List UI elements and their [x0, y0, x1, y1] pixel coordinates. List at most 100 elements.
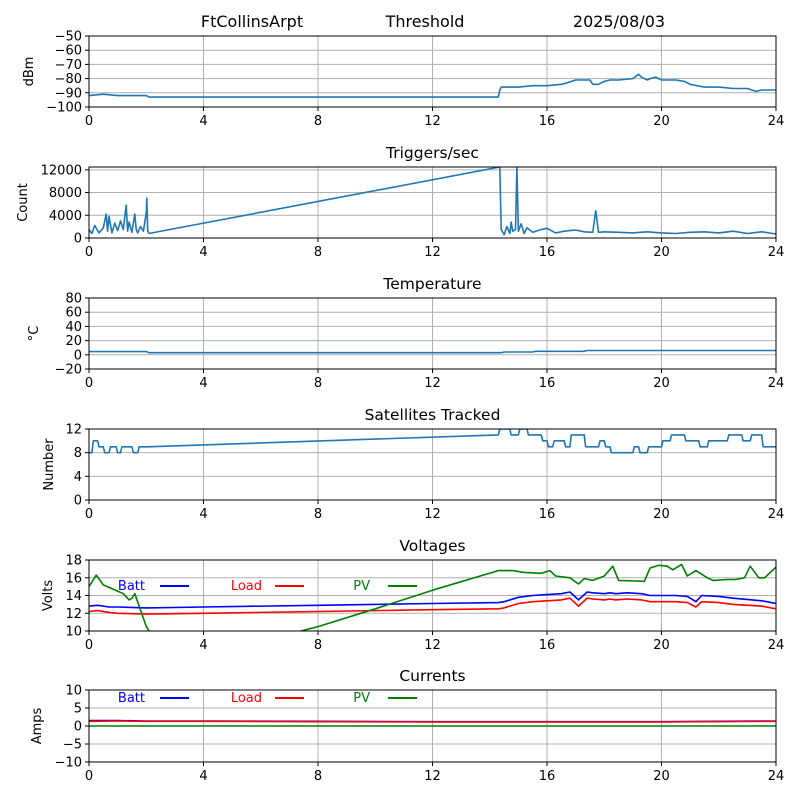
- y-tick-label: −20: [55, 363, 82, 378]
- series-line: [89, 429, 776, 454]
- chart-panel: 0 4 8 12 16 20 24 18 16 14 12 10 Voltages Volts Batt Lo…: [41, 537, 785, 653]
- x-tick-label: 12: [424, 769, 441, 784]
- y-tick-label: 16: [65, 571, 82, 586]
- x-tick-label: 12: [424, 376, 441, 391]
- y-tick-label: 10: [65, 684, 82, 699]
- x-tick-label: 16: [539, 638, 556, 653]
- x-tick-label: 16: [539, 245, 556, 260]
- y-axis-label: °C: [27, 326, 42, 342]
- x-tick-label: 24: [768, 507, 785, 522]
- x-tick-label: 16: [539, 507, 556, 522]
- x-tick-label: 0: [85, 245, 93, 260]
- chart-panel: 0 4 8 12 16 20 24 12000 8000 4000 0 Triggers/sec Cou…: [16, 144, 784, 260]
- legend-label: Batt: [118, 579, 145, 594]
- series-line: [89, 73, 776, 98]
- y-tick-label: −5: [63, 738, 82, 753]
- y-axis-label: Volts: [41, 580, 56, 612]
- x-tick-label: 24: [768, 114, 785, 129]
- series-line: [89, 167, 776, 236]
- x-tick-label: 12: [424, 507, 441, 522]
- x-tick-label: 20: [653, 638, 670, 653]
- header-station: FtCollinsArpt: [201, 12, 303, 31]
- y-tick-label: 20: [65, 334, 82, 349]
- x-tick-label: 16: [539, 376, 556, 391]
- y-tick-label: 8000: [49, 186, 82, 201]
- y-tick-label: 40: [65, 320, 82, 335]
- x-tick-label: 4: [199, 769, 207, 784]
- header-mode: Threshold: [385, 12, 465, 31]
- series-line: [89, 591, 776, 609]
- chart-title: Satellites Tracked: [365, 406, 501, 424]
- y-tick-label: 0: [74, 494, 82, 509]
- chart-title: Currents: [399, 667, 465, 685]
- x-tick-label: 12: [424, 638, 441, 653]
- y-axis-label: Number: [42, 438, 57, 491]
- x-tick-label: 0: [85, 507, 93, 522]
- x-tick-label: 4: [199, 376, 207, 391]
- series-line: [89, 597, 776, 615]
- x-tick-label: 4: [199, 245, 207, 260]
- y-tick-label: 0: [74, 720, 82, 735]
- y-tick-label: 18: [65, 554, 82, 569]
- legend-label: Load: [231, 691, 262, 706]
- x-tick-label: 20: [653, 114, 670, 129]
- x-tick-label: 0: [85, 114, 93, 129]
- header-date: 2025/08/03: [573, 12, 665, 31]
- legend-label: Batt: [118, 691, 145, 706]
- y-tick-label: 12000: [41, 163, 82, 178]
- y-tick-label: 60: [65, 306, 82, 321]
- y-tick-label: −70: [55, 58, 82, 73]
- y-axis-label: dBm: [22, 57, 37, 87]
- x-tick-label: 20: [653, 376, 670, 391]
- x-tick-label: 8: [314, 376, 322, 391]
- y-tick-label: −90: [55, 86, 82, 101]
- y-axis-label: Count: [16, 183, 31, 222]
- x-tick-label: 12: [424, 114, 441, 129]
- x-tick-label: 8: [314, 638, 322, 653]
- y-tick-label: −100: [46, 101, 82, 116]
- y-tick-label: 14: [65, 589, 82, 604]
- x-tick-label: 24: [768, 245, 785, 260]
- y-tick-label: 4000: [49, 209, 82, 224]
- legend-label: PV: [353, 579, 370, 594]
- y-tick-label: −50: [55, 30, 82, 45]
- legend-label: Load: [231, 579, 262, 594]
- x-tick-label: 24: [768, 376, 785, 391]
- x-tick-label: 20: [653, 245, 670, 260]
- x-tick-label: 20: [653, 507, 670, 522]
- x-tick-label: 16: [539, 769, 556, 784]
- x-tick-label: 4: [199, 114, 207, 129]
- legend-label: PV: [353, 691, 370, 706]
- x-tick-label: 16: [539, 114, 556, 129]
- series-line: [89, 563, 776, 631]
- y-tick-label: 12: [65, 607, 82, 622]
- series-line: [89, 720, 776, 723]
- x-tick-label: 12: [424, 245, 441, 260]
- x-tick-label: 24: [768, 769, 785, 784]
- x-tick-label: 0: [85, 638, 93, 653]
- x-tick-label: 8: [314, 114, 322, 129]
- series-line: [89, 349, 776, 354]
- y-tick-label: 0: [74, 232, 82, 247]
- y-tick-label: −10: [55, 756, 82, 771]
- x-tick-label: 20: [653, 769, 670, 784]
- y-tick-label: 10: [65, 625, 82, 640]
- x-tick-label: 0: [85, 769, 93, 784]
- y-tick-label: 5: [74, 702, 82, 717]
- x-tick-label: 8: [314, 245, 322, 260]
- chart-title: Voltages: [399, 537, 465, 555]
- x-tick-label: 8: [314, 769, 322, 784]
- chart-title: Triggers/sec: [385, 144, 479, 162]
- y-tick-label: 12: [65, 423, 82, 438]
- chart-title: Temperature: [382, 275, 481, 293]
- chart-panel: 0 4 8 12 16 20 24 12 8 4 0 Satellites Tracked Number: [42, 406, 784, 522]
- y-axis-label: Amps: [30, 707, 45, 744]
- y-tick-label: 80: [65, 292, 82, 307]
- y-tick-label: 4: [74, 470, 82, 485]
- x-tick-label: 24: [768, 638, 785, 653]
- x-tick-label: 4: [199, 638, 207, 653]
- x-tick-label: 0: [85, 376, 93, 391]
- y-tick-label: 8: [74, 446, 82, 461]
